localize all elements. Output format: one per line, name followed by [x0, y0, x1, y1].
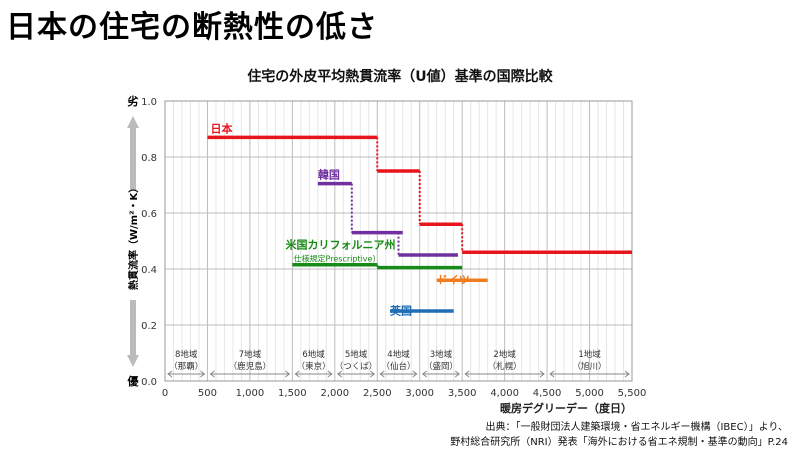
- region-city: （那覇）: [169, 361, 203, 372]
- region-city: （東京）: [297, 361, 331, 372]
- x-tick-label: 1,500: [278, 388, 307, 399]
- region-arrow-heads: [294, 370, 333, 378]
- source-line-1: 出典：「一般財団法人建築環境・省エネルギー機構（IBEC）」より、: [485, 422, 788, 433]
- region-name: 6地域: [302, 349, 325, 360]
- series-sublabel: 仕様規定Prescriptive）: [294, 254, 381, 264]
- y-tick-label: 0.6: [141, 209, 157, 220]
- arrow-up-icon: [127, 116, 139, 190]
- x-tick-label: 2,500: [363, 388, 392, 399]
- x-tick-label: 1,000: [236, 388, 265, 399]
- y-tick-label: 1.0: [141, 97, 157, 108]
- region-arrow-heads: [549, 370, 630, 378]
- region-city: （札幌）: [488, 361, 522, 372]
- x-tick-label: 4,500: [533, 388, 562, 399]
- page-title: 日本の住宅の断熱性の低さ: [6, 10, 378, 45]
- region-city: （鹿児島）: [229, 361, 272, 372]
- region-name: 2地域: [493, 349, 516, 360]
- source-line-2: 野村総合研究所（NRI）発表「海外における省エネ規制・基準の動向」P.24: [450, 437, 788, 448]
- y-tick-label: 0.4: [141, 265, 157, 276]
- chart-title: 住宅の外皮平均熱貫流率（U値）基準の国際比較: [247, 69, 553, 85]
- region-name: 7地域: [239, 349, 262, 360]
- region-city: （仙台）: [381, 361, 415, 372]
- series-label: 日本: [210, 121, 232, 135]
- x-tick-label: 4,000: [490, 388, 519, 399]
- x-tick-label: 3,500: [448, 388, 477, 399]
- region-city: （旭川）: [573, 361, 607, 372]
- region-arrow-heads: [209, 370, 291, 378]
- region-name: 5地域: [345, 349, 368, 360]
- y-tick-label: 0.8: [141, 153, 157, 164]
- x-tick-label: 5,000: [575, 388, 604, 399]
- region-arrow-heads: [336, 370, 376, 378]
- region-arrow-heads: [379, 370, 418, 378]
- x-tick-label: 5,500: [618, 388, 647, 399]
- x-tick-label: 500: [198, 388, 217, 399]
- plot-frame: [164, 100, 633, 382]
- region-city: （盛岡）: [424, 361, 458, 372]
- region-arrow-heads: [421, 370, 461, 378]
- series-label: 韓国: [318, 168, 340, 182]
- region-city: （つくば）: [335, 361, 378, 372]
- y-tick-label: 0.2: [141, 321, 157, 332]
- x-tick-label: 0: [162, 388, 168, 399]
- region-arrow-heads: [167, 370, 206, 378]
- y-bottom-label: 優: [127, 374, 140, 388]
- x-tick-label: 2,000: [320, 388, 349, 399]
- series-label: ドイツ: [437, 274, 470, 287]
- y-tick-label: 0.0: [141, 377, 157, 388]
- region-name: 3地域: [430, 349, 453, 360]
- region-arrow-heads: [464, 370, 545, 378]
- region-name: 1地域: [578, 349, 601, 360]
- series-label: 英国: [389, 303, 412, 317]
- arrow-down-icon: [127, 300, 139, 367]
- region-name: 4地域: [387, 349, 410, 360]
- y-top-label: 劣: [128, 94, 139, 108]
- x-tick-label: 3,000: [405, 388, 434, 399]
- y-axis-label: 熱貫流率（W/m²・K）: [127, 183, 140, 290]
- x-axis-label: 暖房デグリーデー（度日）: [500, 401, 632, 415]
- series-label: 米国カリフォルニア州: [285, 238, 396, 252]
- region-name: 8地域: [175, 349, 198, 360]
